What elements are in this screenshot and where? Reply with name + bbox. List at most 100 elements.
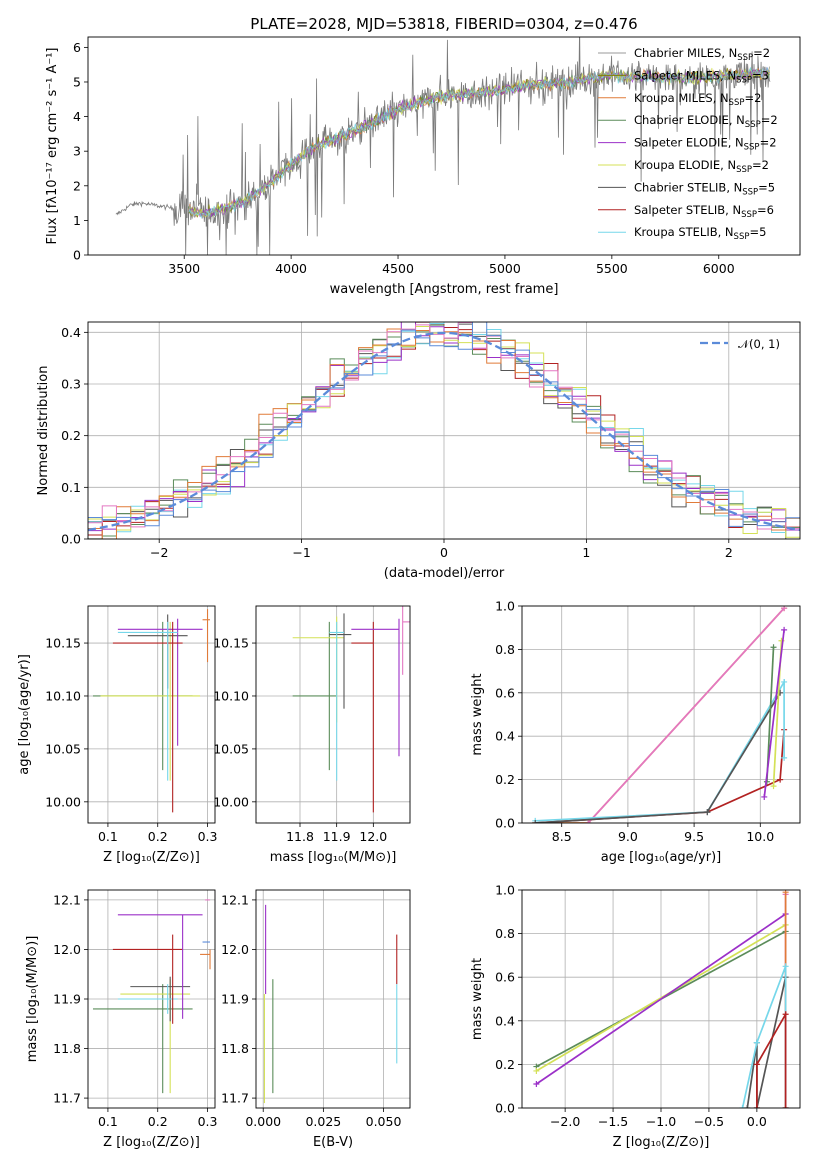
axes-frame <box>255 889 411 1109</box>
x-tick-label: 9.0 <box>618 829 638 844</box>
weight-point <box>782 963 789 970</box>
legend-label: Chabrier MILES, N <box>634 46 737 60</box>
legend-tail: =2 <box>752 158 769 172</box>
x-axis-label: wavelength [Angstrom, rest frame] <box>330 282 559 297</box>
x-axis-label: Z [log₁₀(Z/Z⊙)] <box>613 1135 710 1150</box>
x-axis-label: age [log₁₀(age/yr)] <box>601 850 722 865</box>
legend-entry: Chabrier ELODIE, NSSP=2 <box>634 113 778 130</box>
plot-area-age_vs_Z <box>92 609 211 813</box>
x-tick-label: 0.1 <box>98 1114 118 1129</box>
x-tick-label: −1.5 <box>598 1114 628 1129</box>
x-tick-label: 11.9 <box>323 829 351 844</box>
legend-gauss-label: 𝒩(0, 1) <box>738 337 780 351</box>
y-tick-label: 0 <box>73 248 81 263</box>
x-tick-label: 8.5 <box>552 829 572 844</box>
x-axis-label: mass [log₁₀(M/M⊙)] <box>270 850 397 865</box>
y-tick-label: 0.8 <box>495 926 515 941</box>
x-tick-label: −0.5 <box>694 1114 724 1129</box>
legend-label: Chabrier ELODIE, N <box>634 113 745 127</box>
residual-histogram <box>88 322 800 527</box>
y-tick-label: 0.6 <box>495 685 515 700</box>
weight-point <box>753 1039 760 1046</box>
axes-frame <box>255 605 411 824</box>
legend-tail: =5 <box>749 225 766 239</box>
x-tick-label: 0.050 <box>366 1114 402 1129</box>
x-tick-label: 6000 <box>703 261 735 276</box>
legend-tail: =2 <box>753 46 770 60</box>
x-tick-label: 4500 <box>382 261 414 276</box>
y-tick-label: 0.0 <box>495 816 515 831</box>
figure-title: PLATE=2028, MJD=53818, FIBERID=0304, z=0… <box>250 15 637 33</box>
weight-point <box>704 809 711 816</box>
x-tick-label: 0.000 <box>245 1114 281 1129</box>
y-axis-label: mass weight <box>470 958 485 1040</box>
x-tick-label: 11.8 <box>286 829 314 844</box>
legend-sub: SSP <box>744 143 760 153</box>
weight-point <box>761 793 768 800</box>
weight-point <box>770 644 777 651</box>
legend-label: Chabrier STELIB, N <box>634 180 742 194</box>
legend-entry: Chabrier STELIB, NSSP=5 <box>634 180 775 197</box>
axes-frame <box>87 889 216 1109</box>
weight-point <box>781 678 788 685</box>
weight-point <box>777 776 784 783</box>
x-tick-label: 3500 <box>168 261 200 276</box>
legend-label: Kroupa STELIB, N <box>634 225 734 239</box>
legend-tail: =3 <box>752 68 769 82</box>
gaussian-curve <box>88 331 800 532</box>
y-tick-label: 0.2 <box>495 772 515 787</box>
y-tick-label: 11.8 <box>221 1041 249 1056</box>
y-tick-label: 0.4 <box>495 1013 515 1028</box>
weight-point <box>533 1067 540 1074</box>
x-tick-label: 0.1 <box>98 829 118 844</box>
panels: 3500 4000 4500 5000 5500 6000 0 1 2 3 4 5 6 wavelengt… <box>17 36 801 1150</box>
x-tick-label: 10.0 <box>746 829 774 844</box>
x-tick-label: 12.0 <box>359 829 387 844</box>
legend-tail: =2 <box>760 136 777 150</box>
y-tick-label: 0.0 <box>61 532 81 547</box>
y-tick-label: 10.10 <box>45 688 81 703</box>
x-tick-label: 0.3 <box>198 829 218 844</box>
weight-point <box>744 1105 751 1108</box>
x-tick-label: −1.0 <box>646 1114 676 1129</box>
plot-area-mass_vs_EBV <box>263 904 398 1104</box>
panel-weight_vs_Z: −2.0 −1.5 −1.0 −0.5 0.0 0.0 0.2 0.4 0.6 0.8 1.0 Z [… <box>470 883 801 1150</box>
legend-tail: =2 <box>761 113 778 127</box>
x-tick-label: −1 <box>292 545 310 560</box>
weight-point <box>770 783 777 790</box>
y-axis-label: mass [log₁₀(M/M⊙)] <box>25 936 40 1063</box>
panel-weight_vs_age: 8.5 9.0 9.5 10.0 0.0 0.2 0.4 0.6 0.8 1.0 age [log₁… <box>470 599 801 865</box>
weight-point <box>781 626 788 633</box>
weight-point <box>782 1105 789 1108</box>
y-tick-label: 12.0 <box>221 942 249 957</box>
x-tick-label: 0.2 <box>148 829 168 844</box>
legend-label: Kroupa MILES, N <box>634 91 729 105</box>
spectrum-model-line <box>188 65 770 221</box>
weight-series-line <box>756 1011 787 1108</box>
weight-point <box>532 820 539 823</box>
x-axis-label: Z [log₁₀(Z/Z⊙)] <box>103 1135 200 1150</box>
residual-histogram <box>88 322 800 530</box>
x-tick-label: 5500 <box>596 261 628 276</box>
axes-frame <box>87 321 801 540</box>
weight-series-line <box>535 607 785 823</box>
panel-age_vs_Z: 0.1 0.2 0.3 10.00 10.05 10.10 10.15 Z [log₁₀(Z/… <box>17 605 218 865</box>
y-tick-label: 11.9 <box>53 992 81 1007</box>
weight-series-line <box>587 607 785 823</box>
legend-sub: SSP <box>737 53 753 63</box>
x-tick-label: 9.5 <box>684 829 704 844</box>
y-tick-label: 5 <box>73 74 81 89</box>
legend-entry: Kroupa MILES, NSSP=2 <box>634 91 761 108</box>
y-tick-label: 0.2 <box>61 428 81 443</box>
y-tick-label: 0.0 <box>495 1101 515 1116</box>
y-tick-label: 1 <box>73 213 81 228</box>
y-tick-label: 2 <box>73 178 81 193</box>
y-tick-label: 0.8 <box>495 642 515 657</box>
x-axis-label: Z [log₁₀(Z/Z⊙)] <box>103 850 200 865</box>
axes-frame <box>87 36 801 256</box>
y-tick-label: 0.2 <box>495 1057 515 1072</box>
y-tick-label: 1.0 <box>495 883 515 898</box>
axes-frame <box>87 605 216 824</box>
